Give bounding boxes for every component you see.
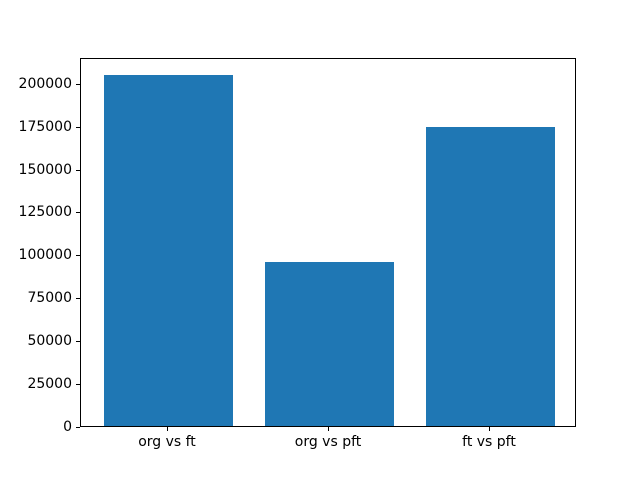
y-tick-mark-75000 — [76, 298, 80, 299]
y-tick-mark-0 — [76, 427, 80, 428]
bar-org-vs-ft — [104, 75, 233, 426]
y-tick-label-50000: 50000 — [27, 333, 72, 349]
y-tick-mark-200000 — [76, 84, 80, 85]
x-tick-mark-org-vs-pft — [328, 427, 329, 431]
y-tick-label-125000: 125000 — [18, 204, 72, 220]
y-tick-label-25000: 25000 — [27, 376, 72, 392]
x-tick-mark-org-vs-ft — [167, 427, 168, 431]
x-tick-label-org-vs-pft: org vs pft — [294, 434, 362, 450]
plot-area — [80, 58, 576, 427]
y-tick-mark-175000 — [76, 127, 80, 128]
y-tick-mark-50000 — [76, 341, 80, 342]
y-tick-label-75000: 75000 — [27, 290, 72, 306]
y-tick-label-150000: 150000 — [18, 162, 72, 178]
y-tick-label-175000: 175000 — [18, 119, 72, 135]
x-tick-mark-ft-vs-pft — [489, 427, 490, 431]
y-tick-mark-100000 — [76, 255, 80, 256]
y-tick-label-200000: 200000 — [18, 76, 72, 92]
y-tick-label-0: 0 — [63, 419, 72, 435]
bar-org-vs-pft — [265, 262, 394, 426]
y-tick-mark-150000 — [76, 170, 80, 171]
x-tick-label-ft-vs-pft: ft vs pft — [462, 434, 516, 450]
y-tick-mark-125000 — [76, 212, 80, 213]
bar-ft-vs-pft — [426, 127, 555, 426]
y-tick-mark-25000 — [76, 384, 80, 385]
x-tick-label-org-vs-ft: org vs ft — [138, 434, 196, 450]
y-tick-label-100000: 100000 — [18, 247, 72, 263]
